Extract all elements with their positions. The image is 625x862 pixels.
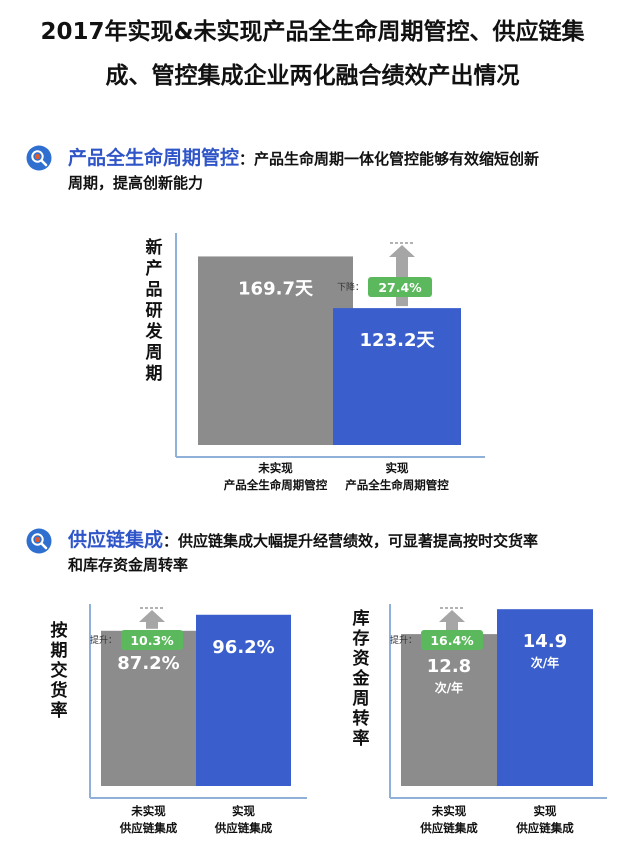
- change-arrow-head: [139, 610, 165, 622]
- category-label: 供应链集成: [419, 821, 478, 835]
- category-label: 供应链集成: [119, 821, 178, 835]
- bar-value-label: 169.7天: [238, 278, 314, 299]
- category-label: 未实现: [431, 804, 467, 818]
- bar-not-implemented: [198, 256, 353, 445]
- change-arrow-head: [439, 610, 465, 622]
- change-badge-value: 16.4%: [430, 633, 474, 648]
- change-arrow-stem: [446, 622, 458, 633]
- bar-implemented: [497, 609, 593, 786]
- change-badge-value: 27.4%: [378, 280, 422, 295]
- bar-not-implemented: [401, 634, 497, 786]
- y-axis-label: 新产品研发周期: [145, 237, 164, 384]
- bar-value-label: 123.2天: [360, 330, 436, 351]
- page-title-line-1: 2017年实现&未实现产品全生命周期管控、供应链集: [40, 19, 585, 45]
- section-2-colon: ：: [163, 532, 179, 550]
- page-title-line-2: 成、管控集成企业两化融合绩效产出情况: [105, 63, 520, 89]
- section-2-desc-1: 供应链集成大幅提升经营绩效，可显著提高按时交货率: [178, 532, 539, 550]
- section-2-header: 供应链集成：供应链集成大幅提升经营绩效，可显著提高按时交货率 和库存资金周转率: [68, 528, 613, 577]
- change-label: 提升：: [390, 635, 417, 646]
- category-label: 产品全生命周期管控: [345, 478, 449, 492]
- chart-new-product-cycle: 新产品研发周期169.7天123.2天未实现产品全生命周期管控实现产品全生命周期…: [145, 233, 485, 492]
- section-1-desc-1: 产品生命周期一体化管控能够有效缩短创新: [254, 150, 540, 168]
- change-label: 提升：: [90, 635, 117, 646]
- change-arrow-head: [389, 245, 415, 257]
- bar-unit-label: 次/年: [435, 680, 463, 695]
- change-label: 下降：: [337, 281, 364, 293]
- category-label: 未实现: [130, 804, 166, 818]
- section-2-desc-2: 和库存资金周转率: [68, 556, 189, 574]
- category-label: 供应链集成: [515, 821, 574, 835]
- bar-value-label: 96.2%: [212, 637, 274, 658]
- category-label: 实现: [534, 804, 557, 818]
- y-axis-label: 按期交货率: [51, 620, 68, 721]
- magnifier-icon: [26, 528, 52, 554]
- bar-value-label: 87.2%: [117, 653, 179, 674]
- section-1-name: 产品全生命周期管控: [68, 147, 240, 169]
- section-2-name: 供应链集成: [68, 529, 164, 551]
- section-1-desc-2: 周期，提高创新能力: [68, 174, 204, 192]
- change-badge-value: 10.3%: [130, 633, 174, 648]
- bar-implemented: [196, 614, 291, 786]
- change-arrow-stem: [146, 622, 158, 629]
- category-label: 未实现: [257, 461, 293, 475]
- magnifier-icon: [26, 145, 52, 171]
- change-badge: [421, 630, 483, 650]
- bar-value-label: 12.8: [427, 656, 471, 677]
- section-1-header: 产品全生命周期管控：产品生命周期一体化管控能够有效缩短创新 周期，提高创新能力: [68, 146, 608, 195]
- bar-value-label: 14.9: [523, 631, 567, 652]
- change-badge: [368, 277, 432, 297]
- category-label: 供应链集成: [214, 821, 273, 835]
- category-label: 实现: [232, 804, 255, 818]
- bar-implemented: [333, 308, 461, 445]
- y-axis-label: 库存资金周转率: [352, 608, 371, 749]
- section-1-colon: ：: [239, 150, 255, 168]
- category-label: 产品全生命周期管控: [224, 478, 328, 492]
- bar-not-implemented: [101, 630, 196, 786]
- change-badge: [121, 630, 183, 650]
- bar-unit-label: 次/年: [531, 655, 559, 670]
- category-label: 实现: [386, 461, 409, 475]
